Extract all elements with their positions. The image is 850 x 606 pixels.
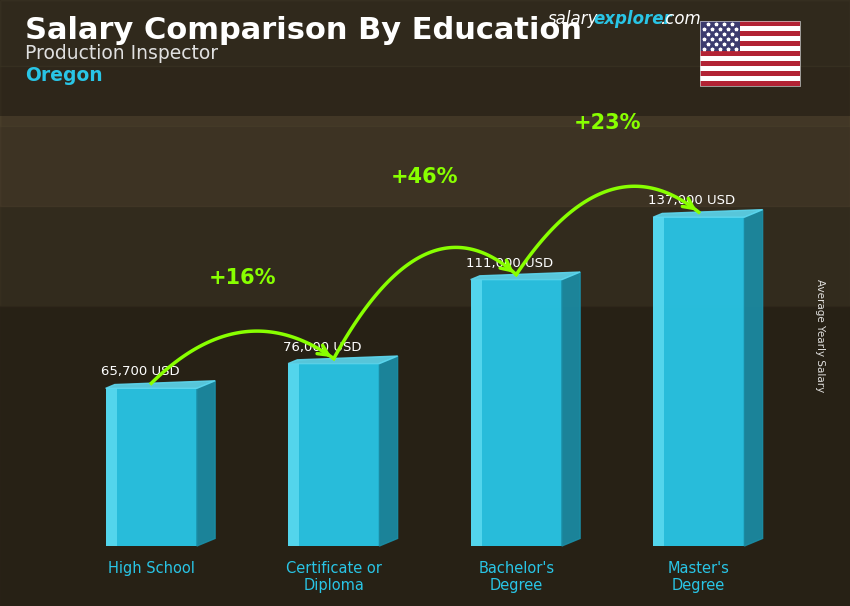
Text: High School: High School (108, 561, 195, 576)
Bar (0, 0, 850, 116)
Bar (288, 364, 299, 546)
Text: 137,000 USD: 137,000 USD (648, 194, 735, 207)
Bar (653, 217, 664, 546)
Bar (700, 41, 800, 46)
Text: Certificate or
Diploma: Certificate or Diploma (286, 561, 382, 593)
Text: 76,000 USD: 76,000 USD (283, 341, 361, 353)
Bar (700, 31, 800, 36)
Bar (700, 46, 800, 51)
Text: +23%: +23% (574, 113, 641, 133)
Bar (700, 26, 800, 31)
Polygon shape (745, 210, 762, 546)
Polygon shape (562, 272, 580, 546)
Polygon shape (105, 381, 215, 388)
Bar (471, 279, 562, 546)
Bar (700, 56, 800, 61)
Text: +16%: +16% (209, 268, 276, 288)
Polygon shape (471, 272, 580, 279)
Bar (105, 388, 116, 546)
Text: 65,700 USD: 65,700 USD (100, 365, 179, 378)
Text: .com: .com (660, 10, 700, 28)
Bar (288, 364, 379, 546)
Bar (700, 21, 740, 51)
Text: +46%: +46% (391, 167, 459, 187)
Text: 111,000 USD: 111,000 USD (466, 256, 552, 270)
Text: Average Yearly Salary: Average Yearly Salary (815, 279, 825, 393)
Bar (700, 66, 800, 71)
Bar (700, 61, 800, 66)
Bar (700, 81, 800, 86)
Text: Salary Comparison By Education: Salary Comparison By Education (25, 16, 582, 45)
Bar (105, 388, 197, 546)
Text: Production Inspector: Production Inspector (25, 44, 218, 63)
Bar (700, 76, 800, 81)
Bar (700, 71, 800, 76)
Text: Oregon: Oregon (25, 66, 103, 85)
Bar (700, 51, 800, 56)
Bar (700, 21, 800, 86)
Bar (700, 21, 800, 26)
Bar (471, 279, 482, 546)
Polygon shape (288, 356, 398, 364)
Polygon shape (197, 381, 215, 546)
Bar (700, 36, 800, 41)
Bar (653, 217, 745, 546)
Text: Bachelor's
Degree: Bachelor's Degree (479, 561, 554, 593)
Polygon shape (379, 356, 398, 546)
Text: Master's
Degree: Master's Degree (668, 561, 729, 593)
Polygon shape (653, 210, 762, 217)
Text: explorer: explorer (593, 10, 672, 28)
Text: salary: salary (548, 10, 598, 28)
